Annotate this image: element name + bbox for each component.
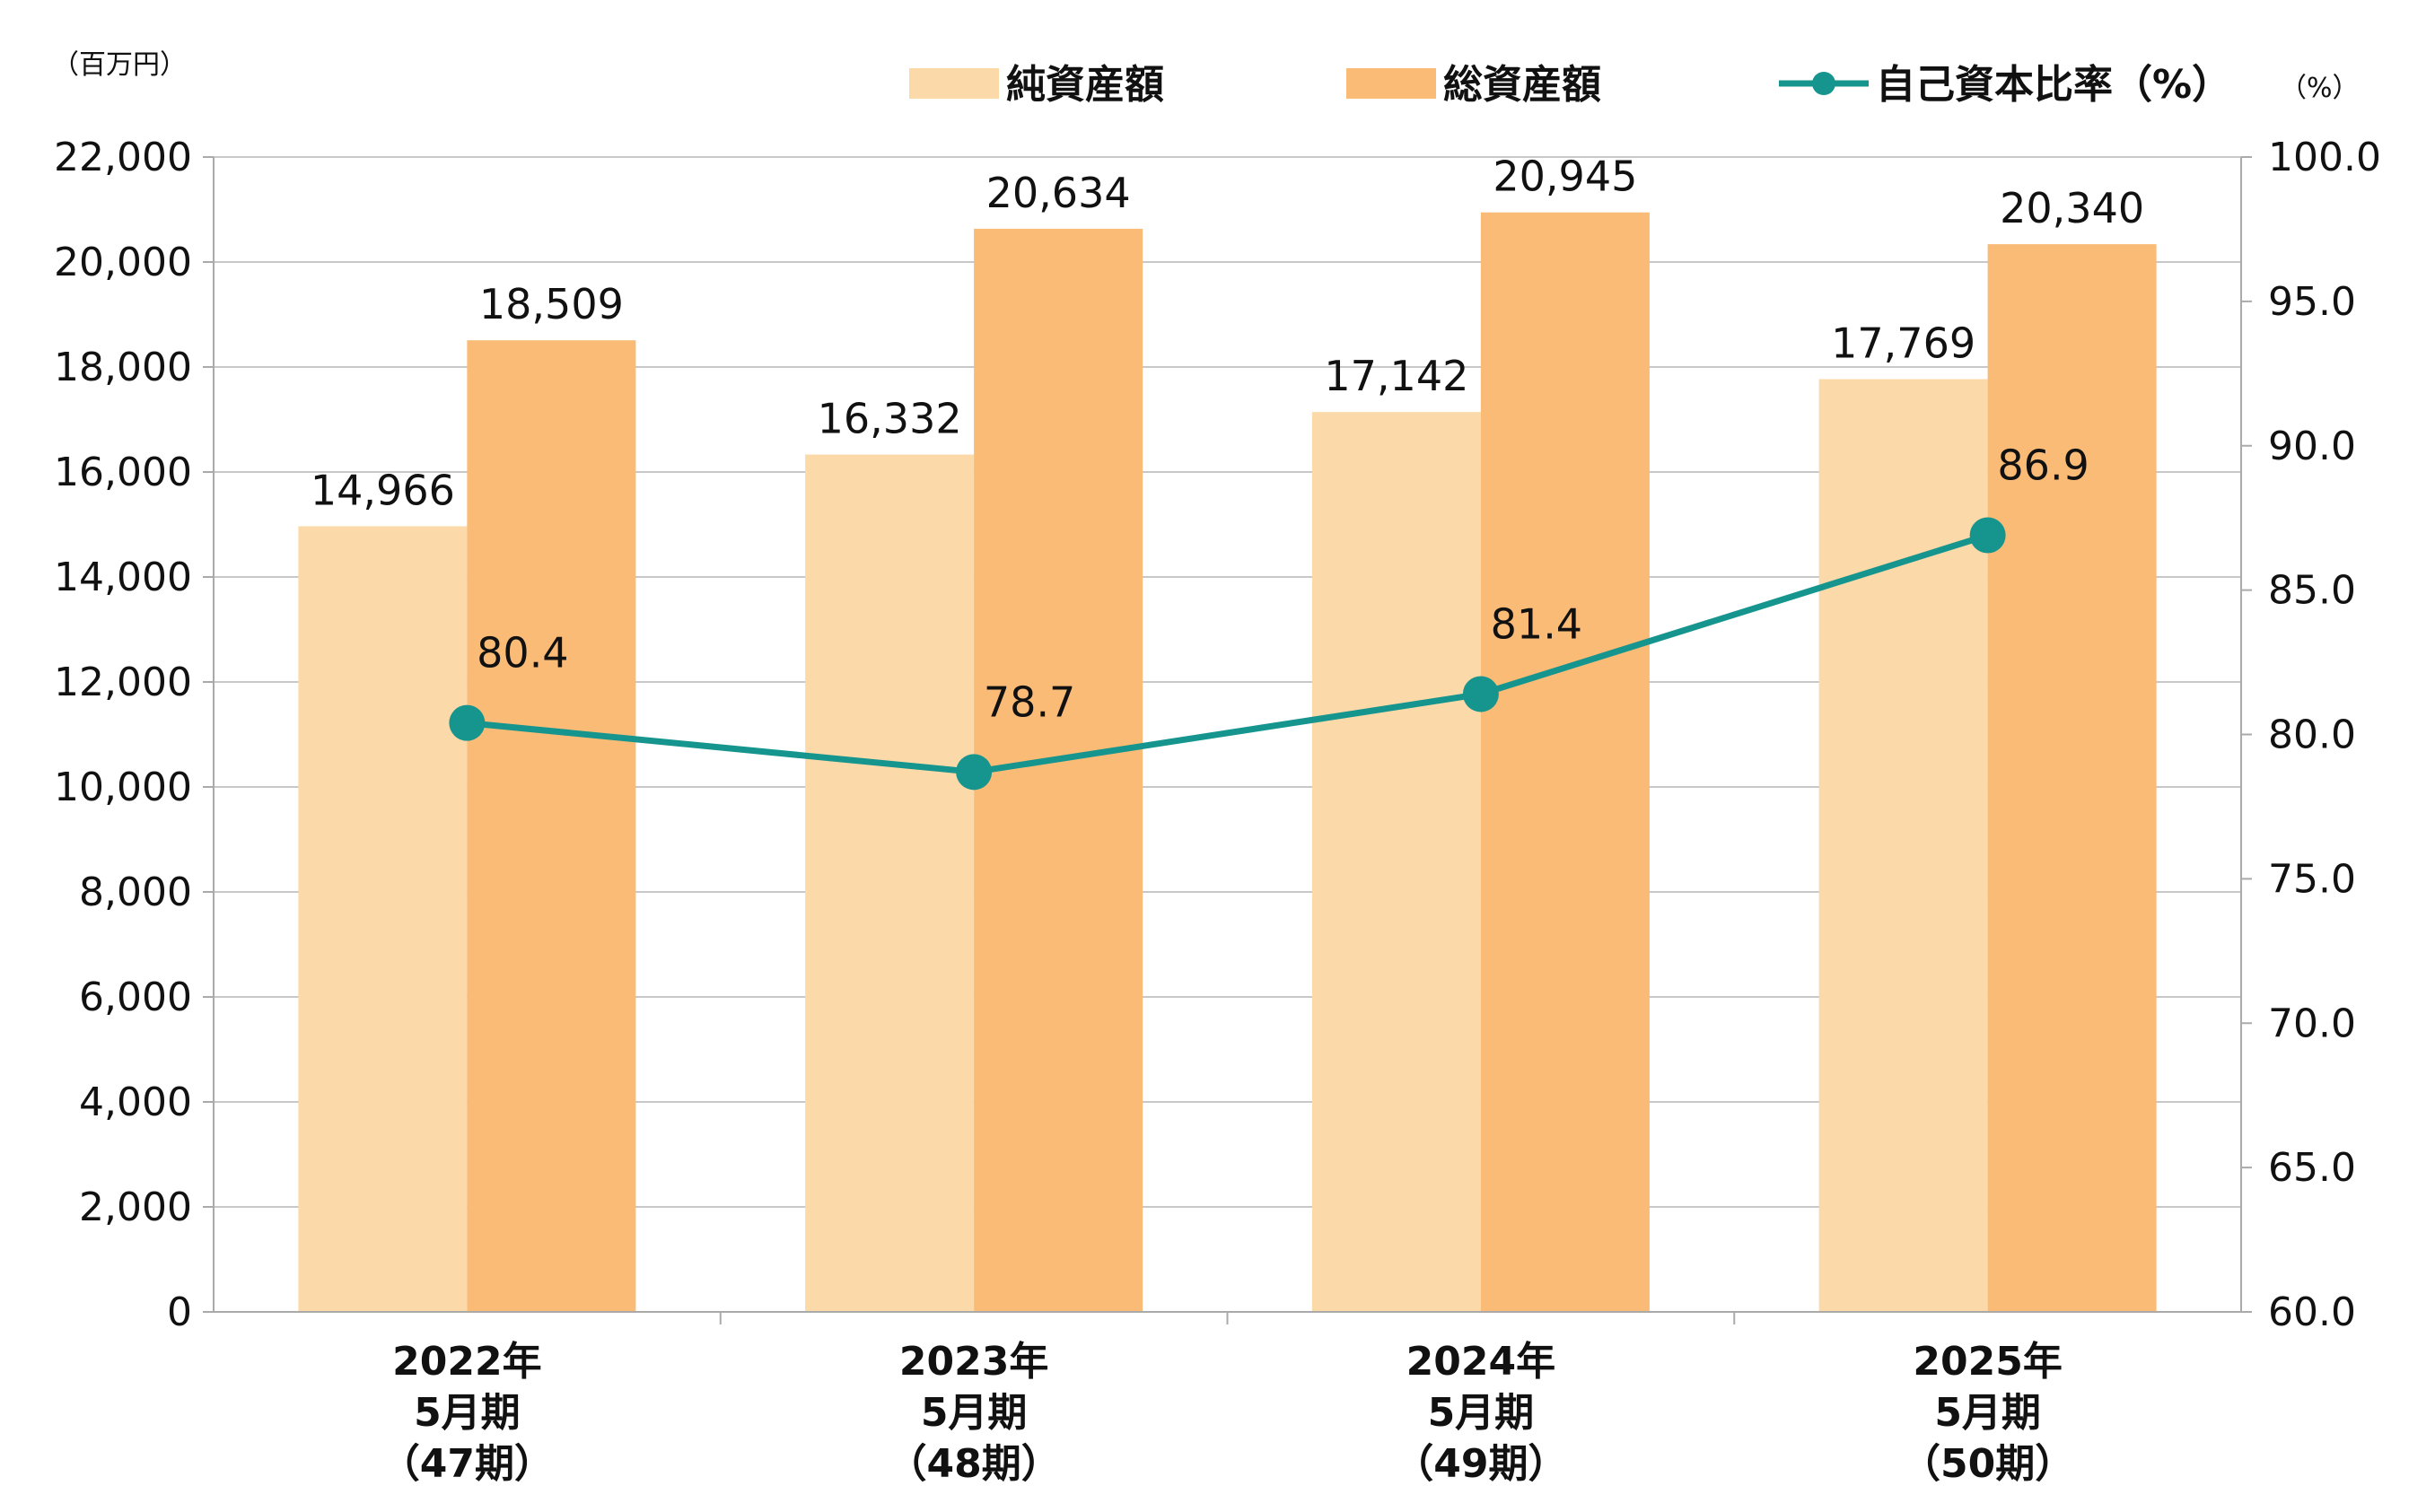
ratio-point	[1969, 517, 2006, 554]
ratio-data-label: 78.7	[984, 677, 1075, 726]
y-right-tick-label: 65.0	[2268, 1145, 2356, 1191]
y-left-unit: （百万円）	[52, 49, 187, 81]
y-left-tick-label: 22,000	[54, 135, 192, 180]
bar-data-label: 16,332	[818, 395, 962, 443]
x-tick-label: （49期）	[1394, 1441, 1567, 1487]
y-left-tick-label: 0	[167, 1289, 192, 1335]
bar-net-assets	[1818, 379, 1988, 1313]
y-left-tick-label: 4,000	[79, 1079, 192, 1125]
bars	[298, 212, 2157, 1313]
bar-data-label: 18,509	[479, 280, 624, 328]
bar-net-assets	[1311, 412, 1481, 1312]
x-tick-label: 5月期	[1428, 1390, 1535, 1436]
x-tick-label: 2024年	[1406, 1339, 1555, 1385]
legend-equity-ratio-swatch-marker	[1812, 72, 1835, 95]
y-left-tick-label: 2,000	[79, 1184, 192, 1230]
y-right-tick-label: 100.0	[2268, 135, 2381, 180]
y-right-tick-label: 80.0	[2268, 712, 2356, 758]
legend-total-assets-label: 総資産額	[1443, 62, 1601, 108]
y-right-tick-label: 85.0	[2268, 568, 2356, 614]
bar-data-label: 20,945	[1493, 153, 1637, 201]
y-left-tick-label: 20,000	[54, 240, 192, 285]
legend-equity-ratio-label: 自己資本比率（%）	[1876, 62, 2231, 108]
bar-data-label: 20,634	[986, 169, 1131, 217]
x-tick-label: （47期）	[381, 1441, 554, 1487]
ratio-point	[449, 704, 486, 741]
x-tick-label: 2023年	[899, 1339, 1048, 1385]
x-tick-label: 5月期	[921, 1390, 1028, 1436]
bar-data-label: 17,769	[1831, 319, 1975, 368]
ratio-data-label: 86.9	[1997, 441, 2089, 489]
y-left-tick-label: 18,000	[54, 345, 192, 390]
y-right-tick-label: 60.0	[2268, 1289, 2356, 1335]
y-right-tick-label: 75.0	[2268, 856, 2356, 902]
legend-net-assets-swatch	[909, 68, 999, 99]
bar-net-assets	[805, 454, 975, 1312]
bar-total-assets	[467, 340, 636, 1312]
bar-total-assets	[1987, 244, 2157, 1312]
legend: 純資産額 総資産額 自己資本比率（%）	[909, 62, 2231, 108]
ratio-line	[449, 517, 2006, 791]
x-tick-label: 5月期	[414, 1390, 521, 1436]
bar-net-assets	[298, 526, 468, 1312]
y-left-tick-label: 14,000	[54, 555, 192, 600]
x-tick-label: 2025年	[1913, 1339, 2062, 1385]
bar-data-label: 14,966	[311, 466, 455, 514]
y-left-tick-label: 8,000	[79, 870, 192, 915]
x-tick-label: （50期）	[1901, 1441, 2074, 1487]
ratio-data-label: 81.4	[1491, 599, 1582, 648]
y-left-tick-label: 6,000	[79, 974, 192, 1020]
y-left-tick-label: 16,000	[54, 450, 192, 495]
legend-total-assets-swatch	[1346, 68, 1436, 99]
ratio-point	[1462, 676, 1499, 712]
x-tick-label: 5月期	[1934, 1390, 2041, 1436]
x-tick-label: 2022年	[392, 1339, 541, 1385]
data-labels: 14,966 16,332 17,142 17,769 18,509 20,634 20,9…	[311, 153, 2144, 727]
y-right-unit: （%）	[2280, 73, 2360, 104]
bar-total-assets	[1480, 212, 1650, 1312]
bar-data-label: 17,142	[1324, 352, 1468, 400]
y-right-tick-label: 70.0	[2268, 1001, 2356, 1046]
bar-data-label: 20,340	[2000, 184, 2144, 232]
y-right-tick-label: 95.0	[2268, 279, 2356, 325]
ratio-data-label: 80.4	[477, 629, 568, 677]
axes: 0 2,000 4,000 6,000 8,000 10,000 12,000 14,000 1…	[52, 49, 2381, 1487]
y-right-tick-label: 90.0	[2268, 424, 2356, 469]
ratio-point	[956, 754, 993, 791]
y-left-tick-label: 10,000	[54, 765, 192, 810]
y-left-tick-label: 12,000	[54, 660, 192, 705]
legend-net-assets-label: 純資産額	[1006, 62, 1164, 108]
ratio-line-path	[467, 532, 1989, 775]
x-tick-label: （48期）	[888, 1441, 1061, 1487]
